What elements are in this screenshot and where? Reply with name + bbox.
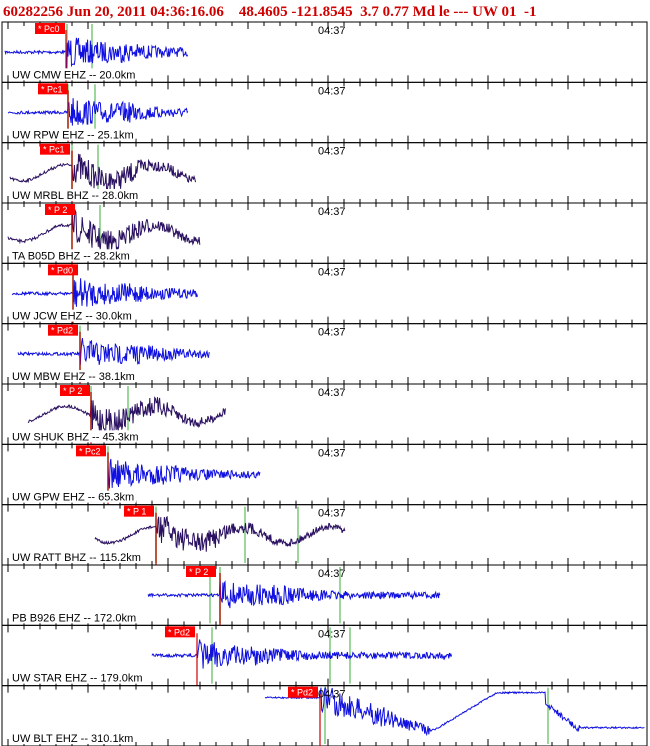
- pick-box: [45, 204, 75, 215]
- label-bg: [10, 490, 137, 503]
- time-label: 04:37: [318, 85, 346, 97]
- label-bg: [10, 68, 138, 81]
- label-bg: [10, 551, 143, 563]
- label-bg: [10, 732, 136, 744]
- pick-box: [76, 445, 106, 457]
- time-label: 04:37: [318, 568, 346, 580]
- pick-label: * Pd0: [51, 265, 73, 275]
- trace-panel: [1, 685, 648, 746]
- time-label: 04:37: [318, 447, 346, 459]
- waveform: [7, 98, 189, 126]
- waveform: [9, 153, 196, 194]
- time-label: 04:37: [318, 387, 346, 399]
- pick-label: * P 2: [48, 205, 67, 215]
- label-bg: [10, 309, 134, 322]
- label-bg: [10, 671, 145, 684]
- label-bg: [10, 249, 132, 262]
- station-label: TA B05D BHZ -- 28.2km: [12, 250, 130, 262]
- pick-label: * Pc1: [43, 145, 65, 155]
- label-bg: [10, 611, 139, 624]
- waveform: [264, 686, 645, 737]
- time-label: 04:37: [318, 689, 346, 701]
- pick-box: [60, 385, 90, 396]
- station-label: UW GPW EHZ -- 65.3km: [12, 492, 134, 504]
- pick-box: [124, 505, 154, 517]
- time-label: 04:37: [318, 508, 346, 520]
- station-label: PB B926 EHZ -- 172.0km: [12, 612, 136, 624]
- pick-label: * Pd2: [291, 688, 313, 698]
- pick-box: [40, 143, 70, 155]
- pick-label: * Pd2: [51, 326, 73, 336]
- waveform: [7, 208, 201, 252]
- time-label: 04:37: [318, 327, 346, 339]
- time-label: 04:37: [318, 146, 346, 158]
- waveform: [11, 278, 198, 307]
- time-label: 04:37: [318, 206, 346, 218]
- pick-box: [165, 626, 195, 638]
- station-label: UW RATT BHZ -- 115.2km: [12, 552, 141, 564]
- waveform: [151, 639, 453, 669]
- waveform: [27, 396, 226, 436]
- waveform: [17, 338, 210, 366]
- waveform: [94, 515, 346, 552]
- station-label: UW SHUK BHZ -- 45.3km: [12, 431, 139, 443]
- pick-box: [48, 324, 78, 336]
- pick-box: [186, 566, 216, 577]
- label-bg: [10, 189, 141, 201]
- pick-label: * Pc2: [79, 446, 101, 456]
- station-label: UW CMW EHZ -- 20.0km: [12, 69, 135, 81]
- station-label: UW MRBL BHZ -- 28.0km: [12, 190, 138, 202]
- time-label: 04:37: [318, 25, 346, 37]
- pick-box: [48, 264, 78, 276]
- waveform: [4, 37, 189, 70]
- station-label: UW JCW EHZ -- 30.0km: [12, 311, 132, 323]
- waveform: [147, 579, 441, 609]
- station-label: UW STAR EHZ -- 179.0km: [12, 673, 143, 685]
- pick-label: * P 2: [189, 567, 208, 577]
- station-label: UW MBW EHZ -- 38.1km: [12, 371, 135, 383]
- time-label: 04:37: [318, 266, 346, 278]
- pick-box: [288, 686, 318, 698]
- label-bg: [10, 370, 137, 382]
- waveform: [107, 458, 261, 489]
- pick-label: * Pc1: [41, 84, 63, 94]
- pick-label: * P 2: [63, 386, 82, 396]
- station-label: UW RPW EHZ -- 25.1km: [12, 130, 134, 142]
- station-label: UW BLT EHZ -- 310.1km: [12, 733, 133, 745]
- pick-box: [38, 83, 68, 95]
- label-bg: [10, 128, 136, 141]
- pick-label: * Pd2: [168, 627, 190, 637]
- label-bg: [10, 430, 141, 443]
- pick-box: [35, 23, 65, 34]
- time-label: 04:37: [318, 628, 346, 640]
- header-title: 60282256 Jun 20, 2011 04:36:16.06 48.460…: [3, 4, 536, 20]
- pick-label: * Pc0: [38, 24, 60, 34]
- pick-label: * P 1: [127, 507, 146, 517]
